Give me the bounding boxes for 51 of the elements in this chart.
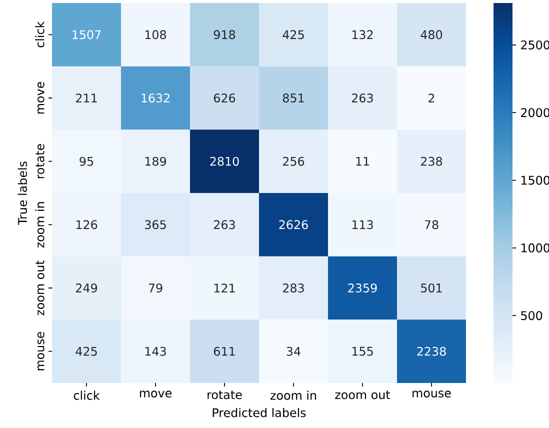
data-label: 189 — [145, 156, 166, 166]
data-label: 238 — [421, 156, 442, 166]
data-label: 78 — [424, 220, 438, 230]
data-label: 2626 — [279, 220, 308, 230]
data-label: 918 — [214, 30, 236, 40]
y-tick-label: click — [35, 21, 44, 48]
y-axis-title: True labels — [18, 162, 28, 226]
data-label: 480 — [420, 30, 442, 40]
data-label: 126 — [76, 220, 98, 230]
data-label: 34 — [286, 346, 300, 356]
data-label: 143 — [145, 346, 166, 356]
data-label: 283 — [283, 283, 304, 292]
data-label: 132 — [352, 30, 373, 40]
data-label: 263 — [352, 94, 373, 102]
y-tick-label: move — [38, 82, 44, 114]
data-label: 611 — [214, 346, 235, 356]
data-label: 365 — [145, 220, 166, 230]
data-label: 425 — [282, 30, 304, 40]
data-label: 79 — [148, 283, 162, 292]
data-label: 11 — [356, 156, 369, 166]
x-tick-label: rotate — [208, 390, 242, 400]
data-label: 2810 — [210, 156, 239, 166]
x-tick-label: click — [74, 390, 100, 400]
y-tick-label: rotate — [36, 144, 44, 178]
x-tick-label: zoom in — [270, 390, 316, 400]
data-label: 121 — [214, 284, 235, 292]
data-label: 113 — [352, 220, 373, 230]
data-label: 1507 — [72, 30, 101, 40]
data-label: 425 — [76, 346, 97, 356]
x-tick-label: zoom out — [335, 390, 390, 400]
x-tick-label: move — [140, 390, 172, 398]
data-label: 155 — [352, 346, 373, 356]
data-label: 263 — [214, 220, 235, 230]
color-bar-label: 500 — [521, 311, 542, 320]
data-label: 249 — [76, 283, 98, 292]
y-tick-label: zoom out — [36, 260, 44, 316]
data-label: 256 — [283, 156, 304, 166]
y-tick-label: zoom in — [35, 202, 44, 248]
data-label: 1632 — [142, 94, 170, 102]
data-label: 95 — [80, 156, 94, 166]
x-axis-title: Predicted labels — [212, 408, 306, 418]
data-label: 211 — [76, 94, 97, 102]
data-label: 108 — [145, 30, 166, 40]
data-label: 851 — [282, 94, 304, 102]
y-tick-label: mouse — [38, 332, 44, 370]
data-label: 626 — [214, 94, 236, 102]
data-label: 2238 — [417, 346, 446, 356]
data-label: 2 — [428, 94, 434, 102]
x-tick-label: mouse — [412, 390, 451, 398]
data-label: 2359 — [348, 283, 377, 292]
data-label: 501 — [421, 283, 442, 292]
